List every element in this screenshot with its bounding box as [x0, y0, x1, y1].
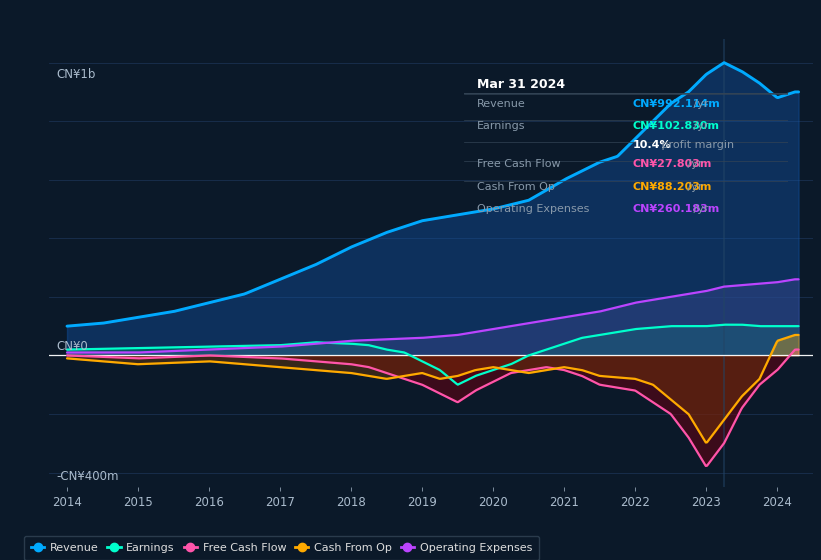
Text: /yr: /yr	[690, 121, 708, 131]
Text: Cash From Op: Cash From Op	[477, 181, 555, 192]
Text: Revenue: Revenue	[477, 99, 525, 109]
Text: CN¥0: CN¥0	[57, 339, 88, 352]
Text: CN¥1b: CN¥1b	[57, 68, 96, 82]
Text: 10.4%: 10.4%	[632, 140, 671, 150]
Text: CN¥260.183m: CN¥260.183m	[632, 204, 720, 214]
Text: CN¥992.114m: CN¥992.114m	[632, 99, 720, 109]
Text: Free Cash Flow: Free Cash Flow	[477, 160, 561, 169]
Text: /yr: /yr	[685, 160, 703, 169]
Text: Earnings: Earnings	[477, 121, 525, 131]
Text: CN¥102.830m: CN¥102.830m	[632, 121, 719, 131]
Text: Operating Expenses: Operating Expenses	[477, 204, 589, 214]
Text: profit margin: profit margin	[658, 140, 735, 150]
Text: -CN¥400m: -CN¥400m	[57, 470, 119, 483]
Text: Mar 31 2024: Mar 31 2024	[477, 78, 565, 91]
Legend: Revenue, Earnings, Free Cash Flow, Cash From Op, Operating Expenses: Revenue, Earnings, Free Cash Flow, Cash …	[25, 536, 539, 560]
Text: CN¥88.203m: CN¥88.203m	[632, 181, 712, 192]
Text: CN¥27.803m: CN¥27.803m	[632, 160, 712, 169]
Text: /yr: /yr	[685, 181, 703, 192]
Text: /yr: /yr	[690, 99, 708, 109]
Text: /yr: /yr	[690, 204, 708, 214]
